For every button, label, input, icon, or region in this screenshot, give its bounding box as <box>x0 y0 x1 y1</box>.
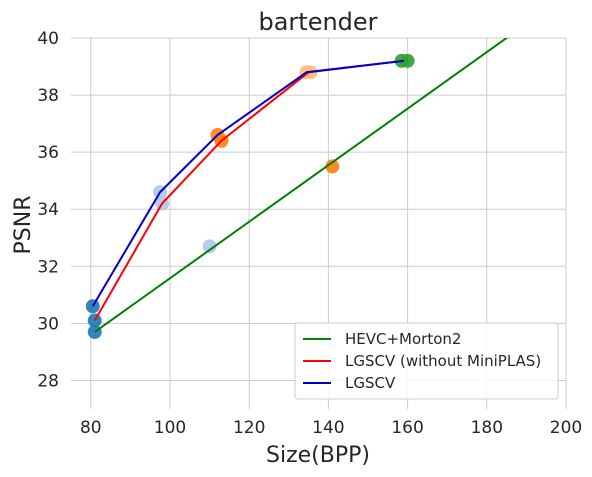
series-lines <box>91 38 509 333</box>
x-tick-label: 100 <box>154 418 186 438</box>
scatter-points <box>85 53 415 339</box>
y-tick-label: 34 <box>37 200 59 220</box>
x-tick-label: 160 <box>391 418 423 438</box>
y-axis-title: PSNR <box>11 196 36 255</box>
y-tick-label: 38 <box>37 86 59 106</box>
x-tick-label: 140 <box>312 418 344 438</box>
data-point <box>400 53 415 68</box>
legend-label: LGSCV <box>345 374 396 392</box>
legend-box <box>294 322 559 400</box>
data-point <box>202 239 217 254</box>
x-tick-label: 180 <box>471 418 503 438</box>
legend-label: LGSCV (without MiniPLAS) <box>345 352 541 370</box>
legend-label: HEVC+Morton2 <box>345 330 461 348</box>
x-axis-title: Size(BPP) <box>266 443 370 468</box>
x-tick-label: 120 <box>233 418 265 438</box>
series-line <box>91 59 404 307</box>
data-point <box>325 159 340 174</box>
series-line <box>94 38 509 333</box>
chart-title: bartender <box>258 8 377 36</box>
y-tick-label: 30 <box>37 314 59 334</box>
y-tick-label: 28 <box>37 371 59 391</box>
x-tick-label: 80 <box>80 418 102 438</box>
y-tick-label: 32 <box>37 257 59 277</box>
x-tick-label: 200 <box>550 418 582 438</box>
legend: HEVC+Morton2 LGSCV (without MiniPLAS) LGSC… <box>294 322 559 400</box>
grid-lines <box>71 37 567 409</box>
y-tick-label: 36 <box>37 143 59 163</box>
y-tick-label: 40 <box>37 29 59 49</box>
tick-labels: 80 100 120 140 160 180 200 28 30 32 34 36 38 40 <box>37 29 582 438</box>
